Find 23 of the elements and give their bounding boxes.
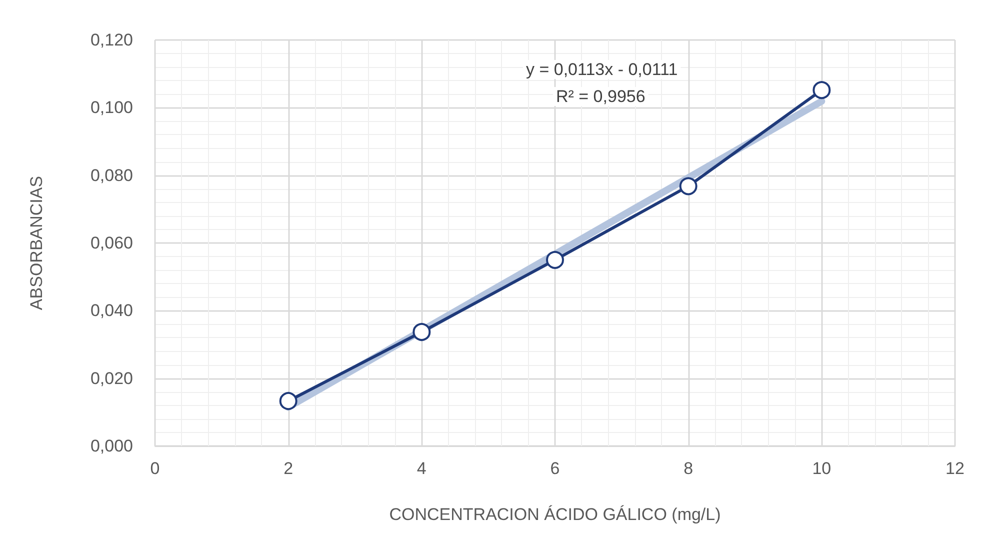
x-tick-label: 2 xyxy=(284,459,294,478)
point xyxy=(546,250,564,269)
x-axis-title: CONCENTRACION ÁCIDO GÁLICO (mg/L) xyxy=(389,505,721,524)
x-tick-label: 4 xyxy=(416,459,426,478)
point xyxy=(679,177,698,196)
y-tick-label: 0,040 xyxy=(90,301,133,320)
x-tick-label: 10 xyxy=(812,459,832,478)
y-axis-title: ABSORBANCIAS xyxy=(27,176,46,310)
y-tick-label: 0,080 xyxy=(90,166,133,185)
annotation: R² = 0,9956 xyxy=(556,87,646,106)
x-tick-label: 6 xyxy=(550,459,560,478)
y-tick-label: 0,100 xyxy=(90,98,133,118)
x-tick-label: 8 xyxy=(684,459,694,478)
point xyxy=(812,81,831,100)
annotation: y = 0,0113x - 0,0111 xyxy=(526,60,678,79)
point xyxy=(412,322,431,341)
y-tick-label: 0,020 xyxy=(90,368,133,388)
point xyxy=(279,392,298,410)
y-tick-label: 0,000 xyxy=(90,436,133,456)
y-tick-label: 0,060 xyxy=(90,234,133,252)
x-tick-label: 12 xyxy=(946,459,964,478)
x-tick-label: 0 xyxy=(150,459,160,478)
y-tick-label: 0,120 xyxy=(90,30,133,50)
